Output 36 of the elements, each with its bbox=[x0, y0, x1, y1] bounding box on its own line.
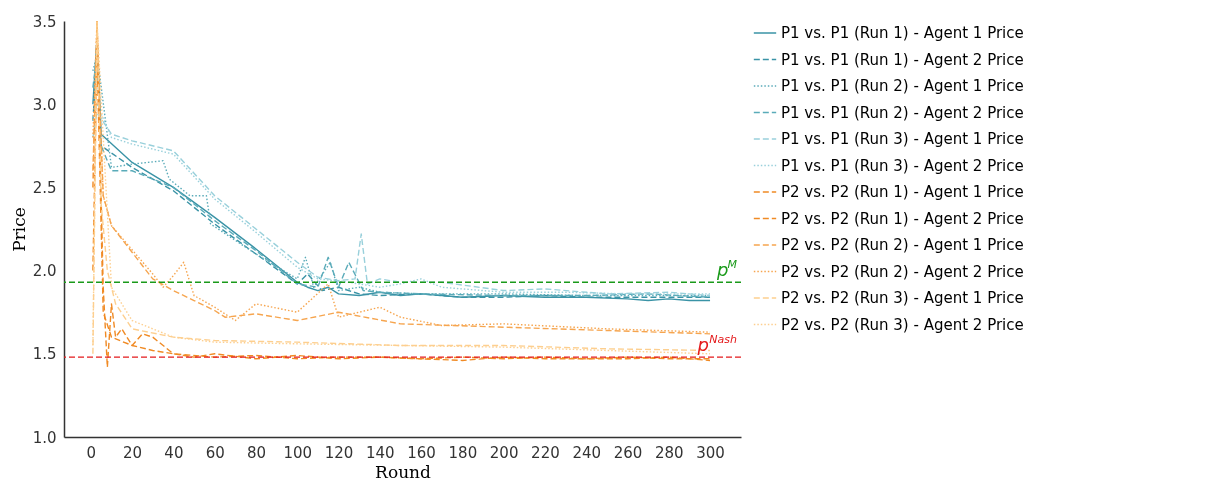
y-tick-label: 2.0 bbox=[32, 262, 57, 281]
legend-label: P1 vs. P1 (Run 1) - Agent 1 Price bbox=[781, 24, 1024, 42]
legend-label: P2 vs. P2 (Run 3) - Agent 1 Price bbox=[781, 289, 1024, 307]
legend-label: P2 vs. P2 (Run 2) - Agent 1 Price bbox=[781, 236, 1024, 254]
legend-label: P1 vs. P1 (Run 3) - Agent 2 Price bbox=[781, 156, 1024, 175]
legend-label: P2 vs. P2 (Run 1) - Agent 2 Price bbox=[781, 209, 1024, 228]
x-tick-label: 300 bbox=[696, 443, 725, 462]
legend-label: P1 vs. P1 (Run 2) - Agent 2 Price bbox=[781, 103, 1024, 122]
y-tick-label: 3.0 bbox=[32, 95, 57, 114]
x-tick-label: 100 bbox=[283, 443, 313, 462]
x-tick-label: 40 bbox=[164, 443, 184, 462]
x-tick-label: 180 bbox=[448, 443, 478, 462]
x-tick-label: 160 bbox=[407, 443, 436, 462]
x-axis-title: Round bbox=[375, 461, 432, 482]
x-tick-label: 80 bbox=[246, 443, 266, 462]
x-tick-label: 260 bbox=[613, 443, 643, 462]
legend-label: P1 vs. P1 (Run 3) - Agent 1 Price bbox=[781, 130, 1024, 148]
y-tick-label: 3.5 bbox=[32, 12, 57, 31]
legend-label: P1 vs. P1 (Run 2) - Agent 1 Price bbox=[781, 77, 1024, 95]
y-tick-label: 1.5 bbox=[32, 345, 57, 364]
x-tick-label: 120 bbox=[324, 443, 354, 462]
x-tick-label: 60 bbox=[205, 443, 225, 462]
x-tick-label: 200 bbox=[489, 443, 519, 462]
y-tick-label: 2.5 bbox=[32, 178, 57, 197]
legend-label: P1 vs. P1 (Run 1) - Agent 2 Price bbox=[781, 50, 1024, 69]
x-tick-label: 0 bbox=[86, 443, 97, 462]
x-tick-label: 140 bbox=[365, 443, 395, 462]
x-tick-label: 220 bbox=[531, 443, 560, 462]
legend-label: P2 vs. P2 (Run 1) - Agent 1 Price bbox=[781, 183, 1024, 201]
x-tick-label: 240 bbox=[572, 443, 602, 462]
legend-label: P2 vs. P2 (Run 3) - Agent 2 Price bbox=[781, 315, 1024, 334]
y-tick-label: 1.0 bbox=[32, 428, 57, 447]
y-axis-title: Price bbox=[8, 207, 29, 252]
x-tick-label: 280 bbox=[654, 443, 684, 462]
legend-label: P2 vs. P2 (Run 2) - Agent 2 Price bbox=[781, 262, 1024, 281]
x-tick-label: 20 bbox=[123, 443, 143, 462]
